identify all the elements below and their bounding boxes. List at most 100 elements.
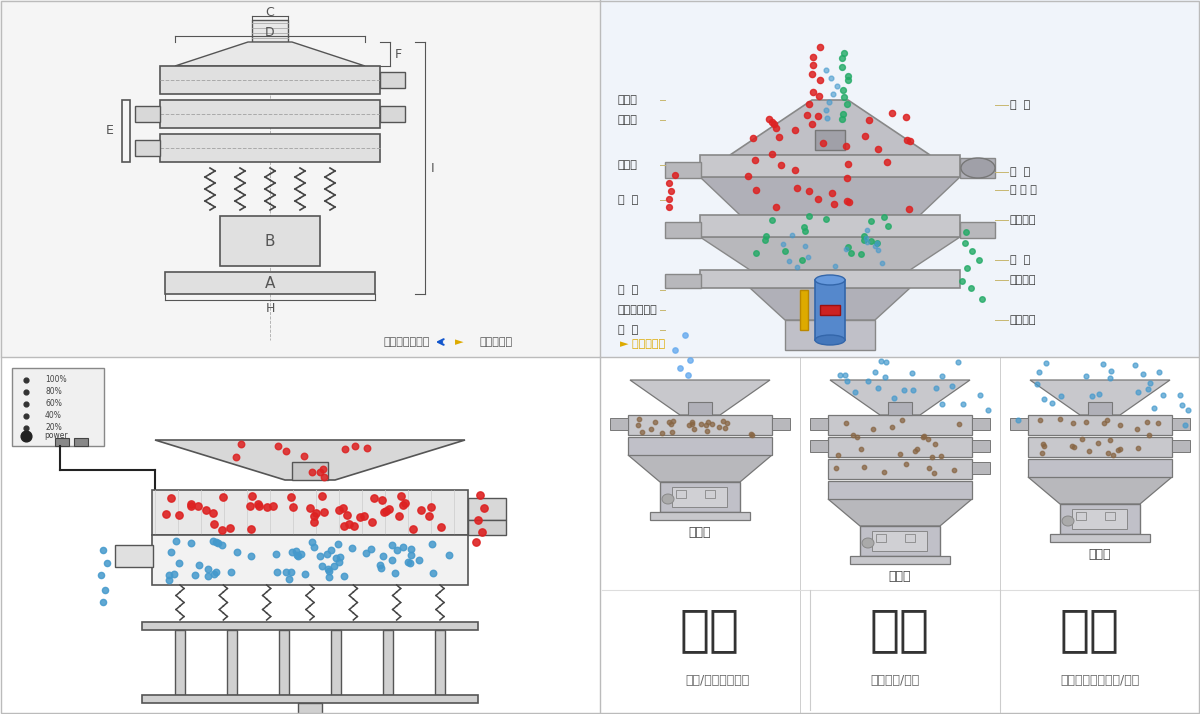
Text: D: D xyxy=(265,26,275,39)
Text: 40%: 40% xyxy=(46,411,62,421)
Point xyxy=(838,173,857,184)
Point xyxy=(671,362,690,373)
Point xyxy=(874,466,893,478)
Point xyxy=(958,263,977,274)
Point xyxy=(857,224,876,236)
Point xyxy=(931,450,950,461)
Point xyxy=(335,443,354,455)
Point xyxy=(919,462,938,473)
Point xyxy=(857,233,876,244)
Text: 网  架: 网 架 xyxy=(1010,167,1031,177)
Point xyxy=(876,356,895,368)
Point xyxy=(817,112,836,124)
Bar xyxy=(1172,418,1190,430)
Polygon shape xyxy=(1030,380,1170,415)
Text: power: power xyxy=(44,431,67,441)
Point xyxy=(1043,397,1062,408)
Point xyxy=(197,504,216,516)
Bar xyxy=(828,415,972,435)
Point xyxy=(1051,391,1070,402)
Bar xyxy=(665,274,701,288)
Point xyxy=(1148,418,1168,429)
Point xyxy=(97,558,116,569)
Point xyxy=(826,260,845,271)
Point xyxy=(305,516,324,528)
Bar xyxy=(610,418,628,430)
Text: 进料口: 进料口 xyxy=(618,95,638,105)
Point xyxy=(198,570,217,581)
Point xyxy=(868,237,887,248)
Point xyxy=(954,398,973,410)
Text: 20%: 20% xyxy=(46,423,61,433)
Point xyxy=(774,238,793,249)
Point xyxy=(780,256,799,267)
Point xyxy=(827,80,846,91)
Point xyxy=(775,245,794,256)
Point xyxy=(799,185,818,196)
Point xyxy=(314,506,334,518)
Ellipse shape xyxy=(961,158,995,178)
Point xyxy=(653,428,672,439)
Point xyxy=(810,90,829,101)
Point xyxy=(1033,438,1052,450)
Point xyxy=(421,501,440,512)
Bar xyxy=(872,531,928,551)
Point xyxy=(685,423,704,435)
Point xyxy=(787,261,806,273)
Point xyxy=(283,501,302,513)
Point xyxy=(895,384,914,396)
Polygon shape xyxy=(830,380,970,415)
Point xyxy=(248,498,268,510)
Point xyxy=(662,427,682,438)
Point xyxy=(209,538,228,549)
Point xyxy=(94,544,113,555)
Bar xyxy=(227,630,238,695)
Point xyxy=(206,566,226,578)
Point xyxy=(322,545,341,556)
Point xyxy=(865,240,884,251)
Point xyxy=(162,546,181,558)
Point xyxy=(410,555,430,566)
Point xyxy=(232,438,251,450)
Point xyxy=(760,113,779,124)
Bar xyxy=(1172,440,1190,452)
Bar xyxy=(672,487,727,507)
Point xyxy=(833,109,852,120)
Bar xyxy=(665,222,701,238)
Point xyxy=(1094,417,1114,428)
Point xyxy=(160,569,179,580)
Bar xyxy=(828,437,972,457)
Point xyxy=(1090,388,1109,400)
Point xyxy=(467,536,486,548)
Point xyxy=(313,463,332,475)
Point xyxy=(755,235,774,246)
Bar xyxy=(331,630,341,695)
Point xyxy=(878,221,898,232)
Point xyxy=(833,84,852,96)
Bar xyxy=(810,440,828,452)
Point xyxy=(809,193,828,205)
Point xyxy=(833,114,852,125)
Text: F: F xyxy=(395,48,402,61)
Point xyxy=(91,569,110,580)
Text: 过滤: 过滤 xyxy=(870,606,930,654)
Point xyxy=(206,537,226,548)
Point xyxy=(358,443,377,454)
Point xyxy=(1098,447,1117,458)
Polygon shape xyxy=(700,177,960,215)
Point xyxy=(839,70,858,81)
Point xyxy=(683,416,702,428)
Point xyxy=(319,565,338,577)
Point xyxy=(756,231,775,242)
Point xyxy=(1150,366,1169,378)
Bar xyxy=(166,272,374,294)
Point xyxy=(1008,414,1027,426)
Point xyxy=(354,511,373,522)
Text: 筛  盘: 筛 盘 xyxy=(1010,255,1031,265)
Bar xyxy=(800,290,808,330)
Point xyxy=(697,426,716,437)
Point xyxy=(828,450,847,461)
Point xyxy=(796,241,815,252)
Bar xyxy=(960,222,995,238)
Point xyxy=(900,136,919,147)
